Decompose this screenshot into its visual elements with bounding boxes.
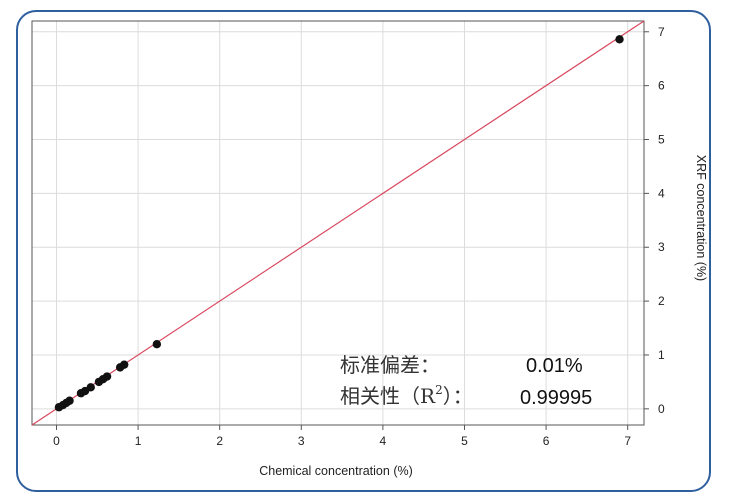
- x-tick-label: 0: [53, 434, 60, 448]
- y-tick-label: 6: [658, 79, 665, 93]
- data-point: [102, 372, 112, 381]
- x-tick-label: 5: [461, 434, 468, 448]
- x-axis-title: Chemical concentration (%): [259, 464, 413, 478]
- grid-lines: [32, 21, 644, 425]
- x-tick-label: 4: [380, 434, 387, 448]
- data-point: [65, 396, 74, 405]
- x-tick-label: 7: [624, 434, 631, 448]
- correlation-value: 0.99995: [520, 387, 592, 409]
- x-tick-label: 6: [543, 434, 550, 448]
- std-dev-label: 标准偏差：: [340, 353, 440, 377]
- x-tick-label: 3: [298, 434, 305, 448]
- y-axis-title: XRF concentration (%): [694, 155, 708, 281]
- correlation-label: 相关性（R2）：: [340, 383, 473, 408]
- data-points: [54, 35, 624, 412]
- y-tick-label: 2: [658, 294, 665, 308]
- chart-frame: [16, 10, 711, 492]
- x-tick-label: 1: [135, 434, 142, 448]
- fit-line: [31, 20, 645, 426]
- x-axis: 0 1 2 3 4 5 6 7: [53, 425, 631, 448]
- data-point: [120, 360, 129, 369]
- plot-area: [31, 20, 645, 426]
- data-point: [615, 35, 624, 44]
- x-tick-label: 2: [216, 434, 223, 448]
- correlation-label-main: 相关性（R: [340, 384, 436, 408]
- correlation-label-sup: 2: [435, 383, 443, 397]
- y-tick-label: 4: [658, 186, 665, 200]
- correlation-label-end: ）：: [443, 384, 473, 408]
- data-point: [152, 340, 162, 349]
- y-tick-label: 3: [658, 240, 665, 254]
- y-tick-label: 0: [658, 402, 665, 416]
- data-point: [86, 383, 95, 392]
- y-tick-label: 5: [658, 133, 665, 147]
- y-tick-label: 1: [658, 348, 665, 362]
- std-dev-value: 0.01%: [526, 355, 583, 377]
- y-tick-label: 7: [658, 25, 665, 39]
- y-axis: 0 1 2 3 4 5 6 7: [644, 25, 665, 416]
